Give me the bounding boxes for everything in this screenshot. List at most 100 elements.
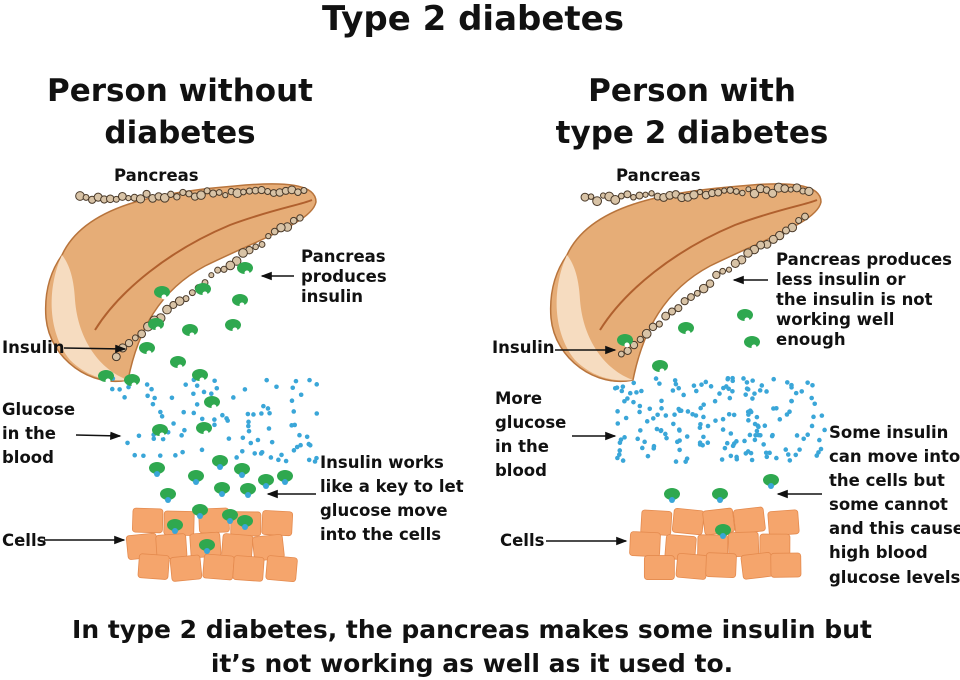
- body-cell: [261, 510, 294, 537]
- glucose-dot: [663, 431, 668, 437]
- glucose-dot: [181, 409, 186, 415]
- glucose-dot: [664, 435, 669, 441]
- glucose-dot: [724, 440, 730, 446]
- glucose-dot: [627, 390, 633, 396]
- glucose-dot: [693, 413, 699, 418]
- glucose-dot: [152, 395, 157, 401]
- glucose-dot: [746, 412, 751, 417]
- insulin-molecule: [234, 463, 250, 478]
- glucose-dot: [245, 411, 251, 417]
- glucose-dot: [622, 398, 627, 404]
- islet-cell: [296, 214, 304, 222]
- islet-cell: [655, 320, 663, 328]
- glucose-dot: [204, 548, 210, 554]
- glucose-dot: [183, 382, 189, 387]
- glucose-dot: [157, 453, 163, 458]
- glucose-dot: [677, 447, 682, 453]
- glucose-dot: [805, 380, 810, 385]
- glucose-dot: [705, 423, 711, 429]
- right-produces-label-5: enough: [776, 330, 846, 349]
- insulin-molecule: [98, 370, 114, 384]
- glucose-dot: [797, 447, 802, 452]
- islet-cell: [730, 258, 740, 268]
- glucose-dot: [615, 421, 621, 426]
- islet-cell: [270, 227, 279, 236]
- left-glucose-label-3: blood: [2, 448, 54, 467]
- glucose-dot: [801, 436, 806, 442]
- glucose-dot: [722, 445, 728, 451]
- glucose-dot: [669, 497, 675, 503]
- glucose-dot: [631, 380, 637, 386]
- glucose-dot: [659, 398, 664, 404]
- glucose-dot: [810, 382, 815, 388]
- glucose-dot: [717, 497, 723, 503]
- islet-cell: [804, 186, 814, 197]
- glucose-dot: [150, 401, 156, 407]
- glucose-dot: [728, 431, 734, 436]
- glucose-dot: [723, 384, 729, 389]
- glucose-dot: [677, 428, 682, 433]
- islet-cell: [208, 272, 215, 279]
- insulin-molecule: [188, 470, 204, 485]
- islet-cell: [610, 194, 621, 205]
- islet-cell: [300, 187, 308, 195]
- islet-cell: [173, 193, 181, 201]
- pancreas-illustration: [44, 183, 317, 383]
- glucose-dot: [650, 416, 656, 421]
- glucose-dot: [637, 403, 643, 409]
- glucose-dot: [191, 410, 197, 416]
- islet-cell: [142, 189, 151, 198]
- insulin-molecule: [678, 322, 694, 336]
- left-pancreas-label: Pancreas: [114, 166, 199, 185]
- glucose-dot: [239, 448, 245, 454]
- glucose-dot: [697, 425, 703, 431]
- glucose-dot: [246, 419, 251, 425]
- glucose-dot: [705, 440, 711, 446]
- glucose-dot: [154, 471, 160, 477]
- glucose-dot: [276, 457, 281, 463]
- glucose-dot: [283, 458, 289, 464]
- left-key-label-1: Insulin works: [320, 453, 444, 472]
- glucose-dot: [672, 378, 678, 383]
- left-key-label-4: into the cells: [320, 525, 441, 544]
- islet-cell: [629, 340, 639, 350]
- islet-cell: [674, 304, 683, 313]
- glucose-dot: [717, 391, 722, 396]
- glucose-dot: [638, 428, 643, 433]
- glucose-dot: [817, 437, 822, 443]
- glucose-dot: [693, 388, 699, 394]
- glucose-dot: [261, 403, 266, 409]
- glucose-dot: [674, 439, 680, 445]
- glucose-dot: [657, 381, 662, 386]
- islet-cell: [768, 188, 778, 198]
- glucose-dot: [194, 383, 200, 388]
- glucose-dot: [759, 383, 765, 388]
- islet-cell: [687, 293, 695, 301]
- glucose-dot: [226, 436, 232, 441]
- islet-cell: [222, 192, 229, 199]
- glucose-dot: [728, 453, 734, 459]
- islet-cell: [630, 193, 637, 201]
- glucose-dot: [811, 414, 816, 420]
- glucose-dot: [619, 388, 625, 394]
- body-cell: [740, 552, 774, 580]
- glucose-dot: [179, 433, 184, 438]
- glucose-dot: [703, 379, 709, 385]
- left-heading-line-2: diabetes: [104, 115, 255, 151]
- islet-cell: [245, 187, 254, 195]
- glucose-dot: [125, 440, 130, 446]
- islet-cell: [209, 189, 218, 198]
- left-key-label-2: like a key to let: [320, 477, 464, 496]
- glucose-dot: [264, 377, 269, 383]
- insulin-molecule: [225, 319, 241, 333]
- right-heading-line-2: type 2 diabetes: [556, 115, 829, 151]
- insulin-molecule: [192, 504, 208, 519]
- islet-cell: [714, 188, 723, 197]
- right-some-label-4: some cannot: [829, 495, 948, 514]
- glucose-dot: [173, 453, 178, 458]
- glucose-dot: [673, 381, 679, 387]
- glucose-dot: [620, 458, 626, 463]
- pancreas-edge-highlight: [556, 255, 633, 381]
- glucose-dot: [269, 439, 275, 445]
- glucose-dot: [306, 457, 312, 463]
